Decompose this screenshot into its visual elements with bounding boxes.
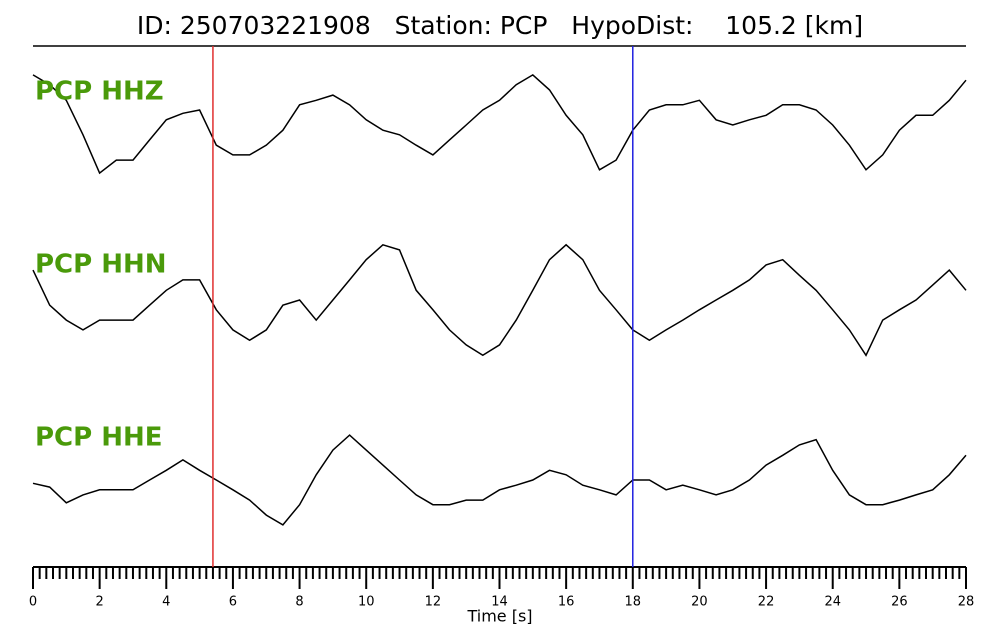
x-tick-label: 2 <box>96 595 104 610</box>
waveform <box>32 243 967 357</box>
waveform <box>32 73 967 175</box>
x-tick-label: 16 <box>558 595 575 610</box>
x-tick-label: 22 <box>758 595 775 610</box>
x-axis-label: Time [s] <box>466 607 532 626</box>
chart-title: ID: 250703221908 Station: PCP HypoDist: … <box>137 11 863 40</box>
x-tick-label: 4 <box>162 595 170 610</box>
x-tick-label: 20 <box>691 595 708 610</box>
x-tick-label: 10 <box>358 595 375 610</box>
x-tick-label: 14 <box>491 595 508 610</box>
channel-label: PCP HHN <box>35 250 167 280</box>
channel-label: PCP HHZ <box>35 77 164 107</box>
x-tick-label: 8 <box>295 595 303 610</box>
x-tick-label: 12 <box>425 595 442 610</box>
x-tick-label: 24 <box>824 595 841 610</box>
x-tick-label: 6 <box>229 595 237 610</box>
x-tick-label: 26 <box>891 595 908 610</box>
x-tick-label: 18 <box>625 595 642 610</box>
x-tick-label: 0 <box>29 595 37 610</box>
x-tick-label: 28 <box>958 595 975 610</box>
waveform <box>32 434 967 526</box>
channel-label: PCP HHE <box>35 423 163 453</box>
